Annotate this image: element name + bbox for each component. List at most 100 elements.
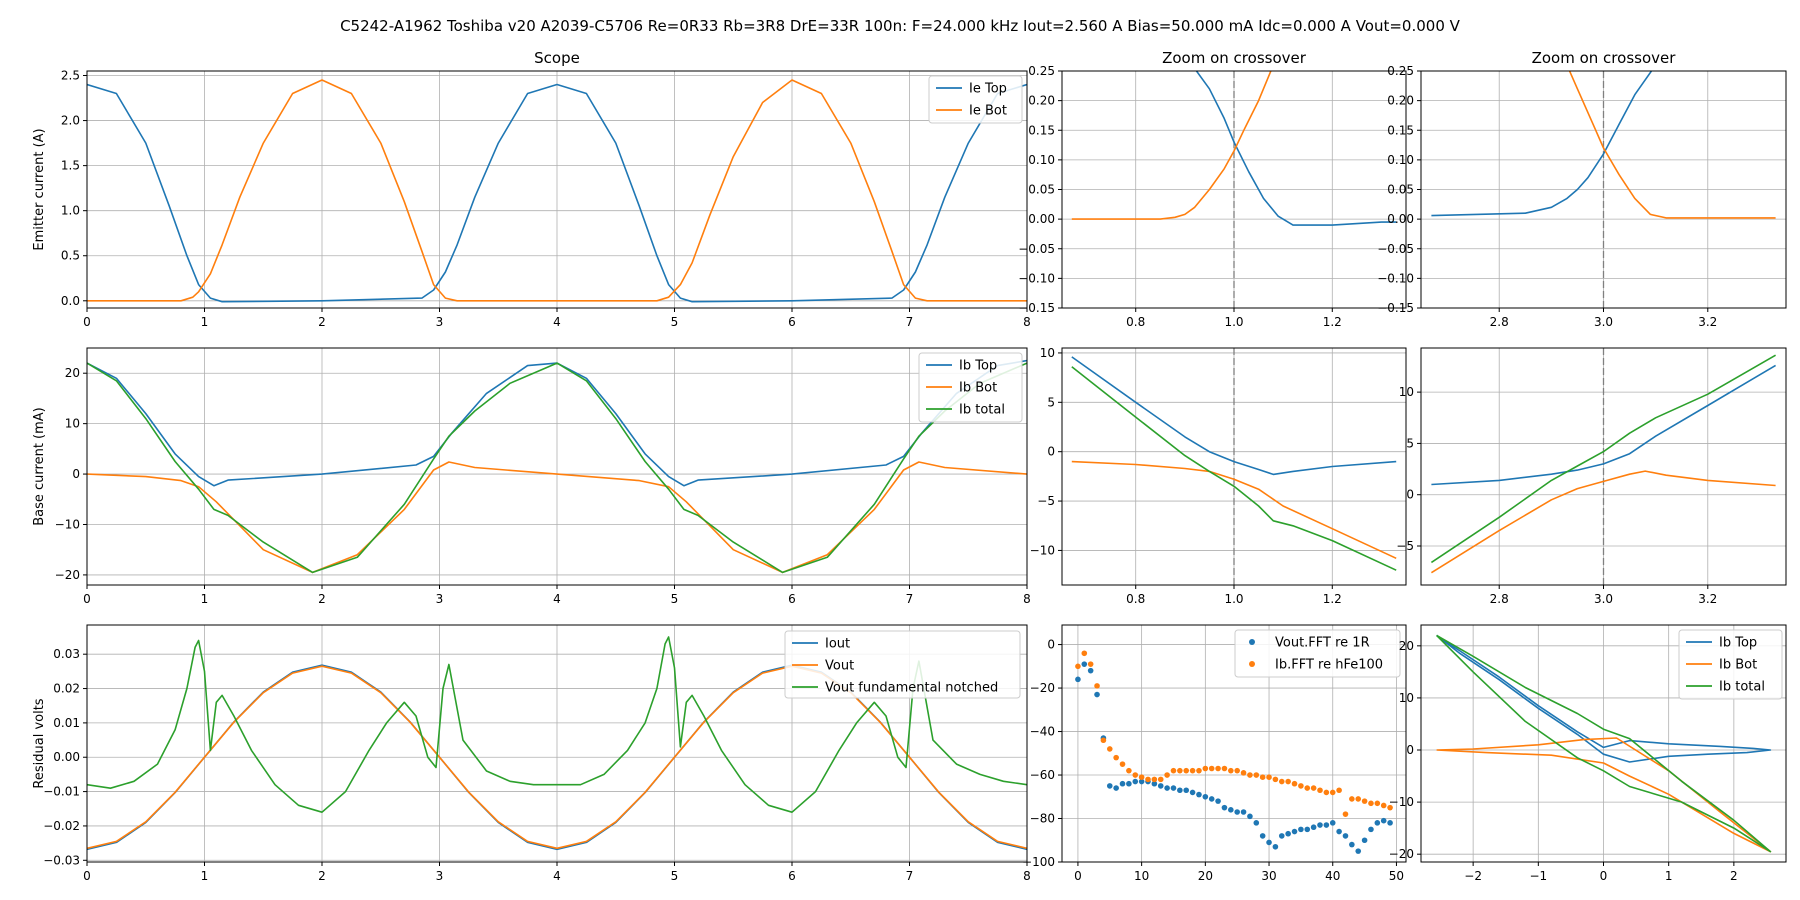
data-point-vout-fft-re-1r: [1228, 807, 1234, 813]
legend-label: Ib total: [959, 403, 1005, 418]
data-point-ib-fft-re-hfe100: [1202, 765, 1209, 772]
data-point-vout-fft-re-1r: [1259, 833, 1266, 839]
data-point-ib-fft-re-hfe100: [1329, 789, 1336, 796]
data-point-vout-fft-re-1r: [1278, 833, 1285, 839]
x-tick-label: 0: [83, 315, 91, 329]
y-tick-label: 10: [1040, 346, 1055, 360]
x-tick-label: 0.8: [1126, 592, 1145, 606]
y-tick-label: −0.15: [1377, 301, 1414, 315]
y-tick-label: 1.5: [61, 159, 80, 173]
data-point-ib-fft-re-hfe100: [1215, 765, 1221, 772]
x-tick-label: 8: [1023, 592, 1031, 606]
data-point-ib-fft-re-hfe100: [1291, 780, 1298, 787]
axes-zoom1-ie: 0.8 1.0 1.2 −0.15 −0.10 −0.05 0.00 0.05 0.10 0.15…: [1018, 49, 1407, 329]
x-tick-label: 1: [1665, 869, 1673, 883]
legend-label: Ib.FFT re hFe100: [1275, 658, 1383, 673]
data-point-ib-fft-re-hfe100: [1164, 772, 1170, 778]
data-point-vout-fft-re-1r: [1272, 843, 1279, 850]
y-tick-label: −20: [1389, 847, 1414, 861]
y-tick-label: 2.5: [61, 69, 80, 83]
series-line-vout: [87, 665, 1027, 850]
data-point-vout-fft-re-1r: [1310, 824, 1317, 831]
x-tick-label: 8: [1023, 869, 1031, 883]
data-point-ib-fft-re-hfe100: [1126, 767, 1132, 774]
y-tick-label: −20: [55, 568, 80, 582]
axes-title: Scope: [534, 49, 580, 67]
legend-box: [784, 630, 1021, 699]
y-tick-label: −0.10: [1377, 271, 1414, 285]
legend-label: Vout.FFT re 1R: [1275, 636, 1370, 651]
data-point-ib-fft-re-hfe100: [1087, 661, 1094, 667]
plot-area: [87, 79, 1027, 303]
y-tick-label: 0.02: [53, 682, 80, 696]
plot-area: [1430, 354, 1777, 574]
x-tick-label: 1: [201, 592, 209, 606]
data-point-ib-fft-re-hfe100: [1228, 767, 1234, 774]
x-tick-label: 2.8: [1490, 592, 1509, 606]
data-point-vout-fft-re-1r: [1126, 780, 1132, 787]
y-tick-label: −5: [1037, 494, 1055, 508]
x-tick-label: 3: [436, 592, 444, 606]
data-point-ib-fft-re-hfe100: [1075, 663, 1081, 670]
data-point-vout-fft-re-1r: [1113, 785, 1119, 791]
x-tick-label: 3.2: [1698, 315, 1717, 329]
data-point-vout-fft-re-1r: [1285, 830, 1291, 837]
data-point-ib-fft-re-hfe100: [1208, 765, 1215, 772]
data-point-ib-fft-re-hfe100: [1132, 772, 1139, 778]
y-tick-label: −40: [1030, 725, 1055, 739]
y-tick-label: 0: [1406, 488, 1414, 502]
y-tick-label: 0.25: [1028, 64, 1055, 78]
data-point-ib-fft-re-hfe100: [1221, 765, 1228, 772]
plot-area: [1075, 650, 1393, 854]
x-tick-label: 3: [436, 869, 444, 883]
data-point-vout-fft-re-1r: [1342, 833, 1349, 839]
data-point-ib-fft-re-hfe100: [1298, 783, 1304, 789]
series-line-ib-top: [1436, 634, 1772, 763]
y-tick-label: −0.15: [1018, 301, 1055, 315]
data-point-ib-fft-re-hfe100: [1240, 770, 1247, 776]
data-point-ib-fft-re-hfe100: [1106, 746, 1113, 752]
x-tick-label: 3.2: [1698, 592, 1717, 606]
data-point-vout-fft-re-1r: [1349, 841, 1355, 848]
x-tick-label: 1.2: [1323, 592, 1342, 606]
data-point-vout-fft-re-1r: [1266, 839, 1272, 846]
data-point-ib-fft-re-hfe100: [1247, 772, 1253, 778]
x-tick-label: 4: [553, 592, 561, 606]
data-point-ib-fft-re-hfe100: [1177, 767, 1183, 774]
legend-label: Ib Top: [959, 359, 997, 374]
y-tick-label: 10: [1399, 385, 1414, 399]
data-point-vout-fft-re-1r: [1183, 787, 1190, 794]
data-point-ib-fft-re-hfe100: [1342, 811, 1349, 817]
y-tick-label: 10: [65, 417, 80, 431]
data-point-ib-fft-re-hfe100: [1387, 804, 1393, 811]
data-point-vout-fft-re-1r: [1138, 778, 1145, 785]
x-tick-label: 7: [906, 592, 914, 606]
data-point-vout-fft-re-1r: [1208, 796, 1215, 802]
data-point-ib-fft-re-hfe100: [1196, 767, 1202, 774]
legend: Ib Top Ib Bot Ib total: [1678, 629, 1783, 700]
y-tick-label: −10: [1030, 543, 1055, 557]
data-point-vout-fft-re-1r: [1157, 783, 1164, 789]
series-line-series0: [1431, 364, 1777, 486]
data-point-ib-fft-re-hfe100: [1272, 776, 1279, 783]
x-tick-label: 5: [671, 592, 679, 606]
data-point-vout-fft-re-1r: [1323, 822, 1330, 828]
y-tick-label: 0.03: [53, 647, 80, 661]
legend-box: [1234, 629, 1401, 678]
x-tick-label: 4: [553, 869, 561, 883]
y-tick-label: 0.0: [61, 294, 80, 308]
data-point-vout-fft-re-1r: [1291, 828, 1298, 835]
y-tick-label: −80: [1030, 812, 1055, 826]
data-point-ib-fft-re-hfe100: [1253, 772, 1260, 778]
y-tick-label: 0.00: [1028, 212, 1055, 226]
x-tick-label: 8: [1023, 315, 1031, 329]
series-line-ie-bot: [87, 79, 1027, 302]
y-tick-label: −20: [1030, 681, 1055, 695]
data-point-ib-fft-re-hfe100: [1304, 785, 1311, 791]
x-tick-label: 5: [671, 869, 679, 883]
x-tick-label: 2: [318, 315, 326, 329]
data-point-ib-fft-re-hfe100: [1355, 796, 1362, 802]
x-tick-label: 6: [788, 315, 796, 329]
data-point-vout-fft-re-1r: [1361, 837, 1368, 844]
y-tick-label: 0.05: [1387, 183, 1414, 197]
